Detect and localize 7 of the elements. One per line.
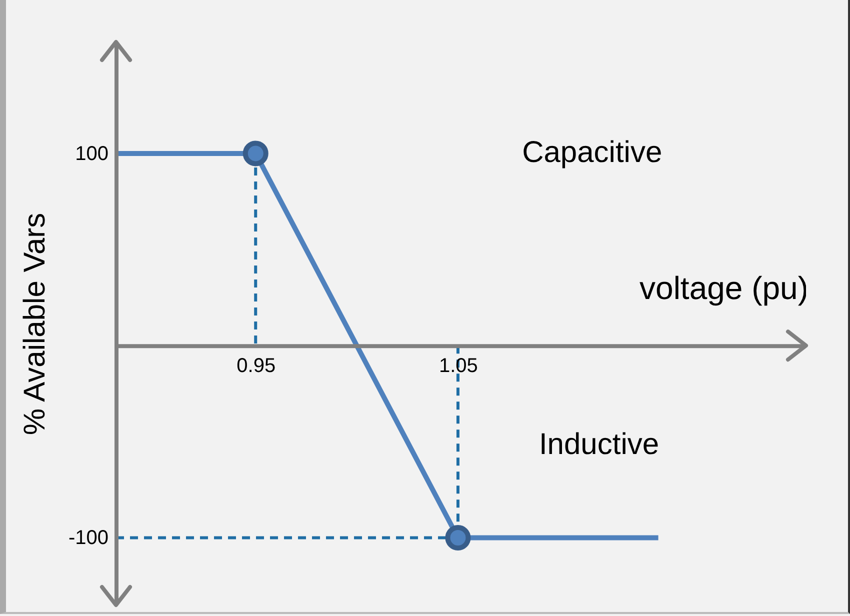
annotation: Inductive [538, 428, 660, 462]
y-tick-label: -100 [68, 527, 108, 550]
y-axis-title: % Available Vars [18, 212, 52, 436]
y-tick-label: 100 [75, 142, 108, 165]
annotation: Capacitive [522, 136, 662, 169]
x-tick-label: 0.95 [236, 355, 276, 378]
x-tick-label: 1.05 [438, 355, 478, 378]
